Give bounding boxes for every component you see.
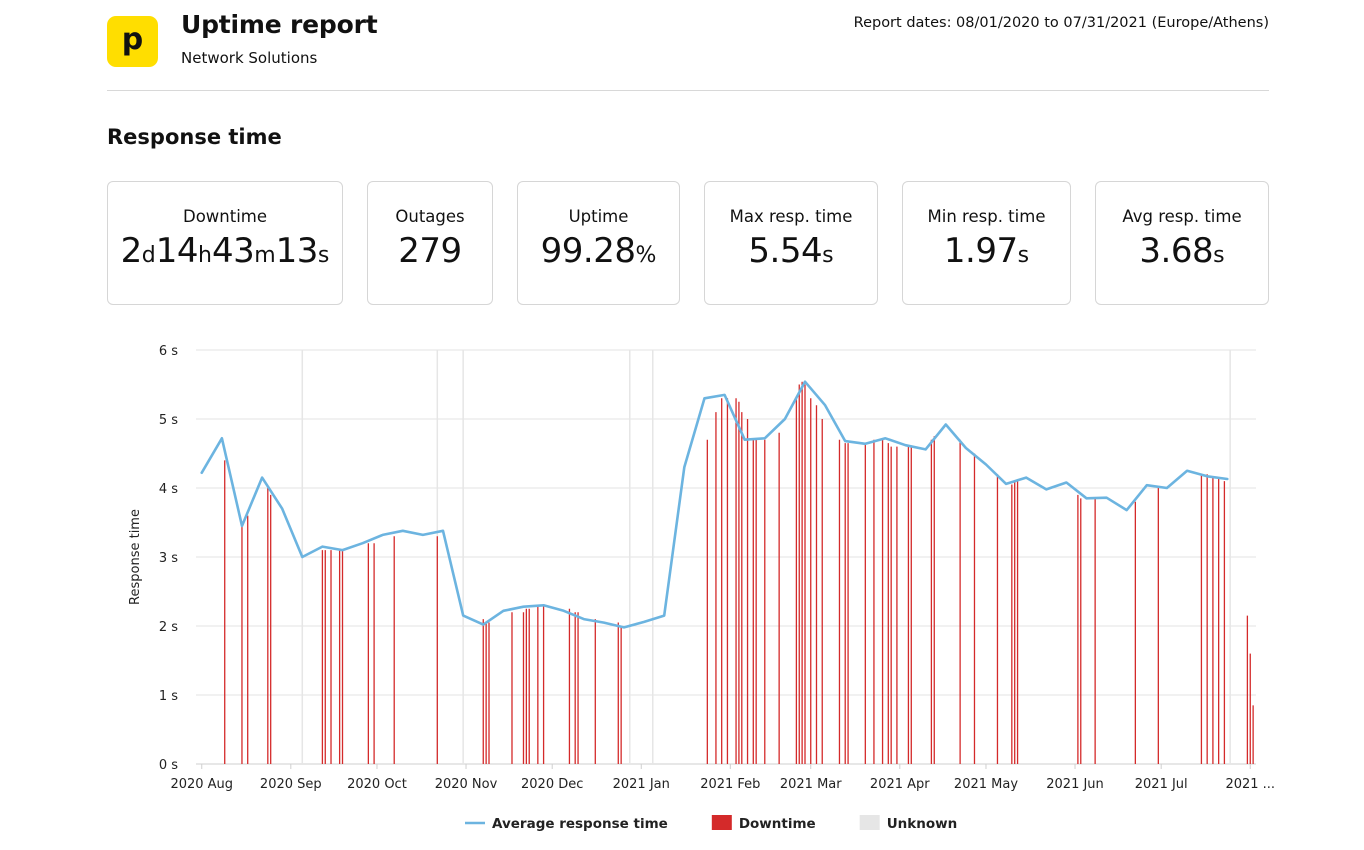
x-tick-label: 2020 Sep [260, 777, 322, 792]
y-tick-label: 4 s [159, 482, 178, 497]
legend-swatch-unknown [859, 815, 880, 830]
max-resp-value: 5.54 [748, 231, 823, 271]
uptime-value: 99.28 [540, 231, 636, 271]
min-resp-value: 1.97 [943, 231, 1018, 271]
legend-label-downtime: Downtime [739, 816, 816, 832]
downtime-hours-unit: h [197, 243, 212, 268]
avg-resp-unit: s [1213, 243, 1225, 268]
stat-value: 1.97s [944, 231, 1029, 276]
logo: p [107, 16, 158, 67]
header-divider [107, 90, 1269, 91]
page-subtitle: Network Solutions [181, 49, 318, 67]
stat-label: Downtime [182, 207, 268, 226]
stat-label: Avg resp. time [1122, 207, 1242, 226]
x-tick-label: 2021 Feb [700, 777, 760, 792]
y-tick-label: 5 s [159, 413, 178, 428]
report-dates: Report dates: 08/01/2020 to 07/31/2021 (… [853, 15, 1269, 31]
legend-label-average-response-time: Average response time [492, 816, 668, 832]
x-tick-label: 2021 ... [1225, 777, 1275, 792]
series-line-average-response-time [200, 380, 1229, 629]
y-tick-label: 6 s [159, 344, 178, 359]
x-tick-label: 2020 Dec [521, 777, 583, 792]
x-tick-label: 2020 Oct [347, 777, 407, 792]
legend-label-unknown: Unknown [887, 816, 958, 832]
x-tick-label: 2021 Apr [870, 777, 930, 792]
logo-glyph: p [121, 21, 144, 57]
max-resp-unit: s [822, 243, 834, 268]
stat-card-downtime: Downtime 2d14h43m13s [107, 181, 343, 305]
stat-card-max-resp: Max resp. time 5.54s [704, 181, 878, 305]
downtime-days: 2 [120, 231, 143, 271]
y-axis-label: Response time [128, 509, 143, 605]
downtime-days-unit: d [141, 243, 156, 268]
stat-card-min-resp: Min resp. time 1.97s [902, 181, 1071, 305]
downtime-seconds-unit: s [317, 243, 330, 268]
page-title: Uptime report [181, 10, 378, 39]
downtime-minutes: 43 [211, 231, 255, 271]
x-tick-label: 2020 Nov [435, 777, 498, 792]
min-resp-unit: s [1017, 243, 1030, 268]
y-tick-label: 1 s [159, 689, 178, 704]
uptime-unit: % [635, 243, 657, 268]
stat-value: 5.54s [748, 231, 833, 276]
stat-card-outages: Outages 279 [367, 181, 493, 305]
stat-label: Outages [395, 207, 465, 226]
stat-value: 279 [398, 231, 462, 271]
legend-swatch-downtime [711, 815, 732, 830]
stat-label: Min resp. time [927, 207, 1046, 226]
x-tick-label: 2020 Aug [170, 777, 233, 792]
x-tick-label: 2021 Jun [1046, 777, 1104, 792]
response-time-chart: 0 s 1 s 2 s 3 s 4 s 5 s 6 s Response time 2020 A… [128, 344, 1275, 832]
x-tick-label: 2021 Jan [613, 777, 670, 792]
x-tick-label: 2021 Jul [1135, 777, 1188, 792]
stat-label: Uptime [568, 207, 629, 226]
downtime-minutes-unit: m [254, 243, 276, 268]
y-tick-label: 2 s [159, 620, 178, 635]
avg-resp-value: 3.68 [1139, 231, 1214, 271]
downtime-hours: 14 [155, 231, 199, 271]
x-tick-label: 2021 Mar [780, 777, 842, 792]
section-title: Response time [107, 125, 282, 149]
stat-value: 2d14h43m13s [121, 231, 330, 276]
stat-label: Max resp. time [729, 207, 853, 226]
stat-card-uptime: Uptime 99.28% [517, 181, 680, 305]
x-tick-label: 2021 May [954, 777, 1018, 792]
stat-value: 99.28% [541, 231, 657, 276]
stat-card-avg-resp: Avg resp. time 3.68s [1095, 181, 1269, 305]
stat-value: 3.68s [1139, 231, 1224, 276]
y-tick-label: 0 s [159, 758, 178, 773]
downtime-seconds: 13 [275, 231, 319, 271]
y-tick-label: 3 s [159, 551, 178, 566]
